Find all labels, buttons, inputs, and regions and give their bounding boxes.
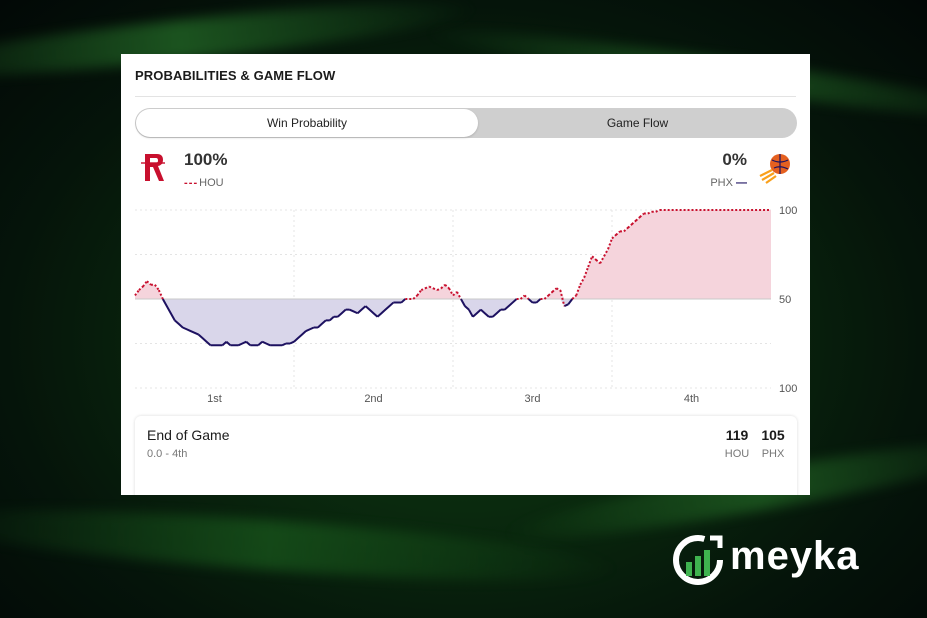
view-toggle: Win Probability Game Flow [135, 108, 797, 138]
meyka-logo-icon [673, 535, 723, 585]
divider [135, 96, 796, 97]
away-score-label: PHX [761, 448, 785, 460]
away-abbr: PHX [710, 177, 733, 189]
away-team-header: 0% PHX — [596, 150, 796, 190]
away-score: 105 [761, 427, 785, 443]
summary-subtitle: 0.0 - 4th [147, 448, 188, 460]
home-score: 119 [725, 427, 749, 443]
phx-line [161, 298, 574, 347]
brand-name: meyka [730, 534, 860, 578]
away-legend: PHX — [710, 177, 747, 189]
y-tick-label: 50 [779, 294, 791, 306]
x-tick-label: 1st [207, 393, 222, 405]
phx-area [135, 299, 771, 346]
bg-streak [0, 495, 621, 595]
home-score-label: HOU [724, 448, 750, 460]
meyka-brand: meyka [670, 532, 880, 588]
game-summary: End of Game 0.0 - 4th 119 105 HOU PHX [135, 416, 797, 495]
game-flow-card: PROBABILITIES & GAME FLOW Win Probabilit… [121, 54, 810, 495]
hou-line [134, 209, 771, 307]
x-axis-ticks: 1st 2nd 3rd 4th [207, 393, 699, 405]
home-abbr: HOU [199, 177, 224, 189]
home-team-header: 100% - - - HOU [137, 150, 337, 190]
win-probability-tab[interactable]: Win Probability [136, 109, 478, 137]
home-win-pct: 100% [184, 150, 228, 169]
home-legend-dash: - - - [184, 177, 197, 189]
x-tick-label: 2nd [364, 393, 382, 405]
summary-title: End of Game [147, 427, 230, 443]
hou-area [135, 210, 771, 299]
y-tick-label: 100 [779, 383, 797, 395]
away-win-pct: 0% [722, 150, 747, 169]
rockets-logo-icon [141, 154, 165, 181]
y-axis-ticks: 100 50 100 [779, 205, 797, 395]
y-tick-label: 100 [779, 205, 797, 217]
win-probability-chart: 100 50 100 1st 2nd 3rd 4th [134, 205, 797, 405]
x-tick-label: 4th [684, 393, 699, 405]
card-title: PROBABILITIES & GAME FLOW [135, 68, 336, 83]
away-legend-dash: — [736, 177, 747, 189]
game-flow-tab[interactable]: Game Flow [606, 116, 669, 130]
x-tick-label: 3rd [525, 393, 541, 405]
suns-logo-icon [759, 154, 790, 184]
home-legend: - - - HOU [184, 177, 224, 189]
